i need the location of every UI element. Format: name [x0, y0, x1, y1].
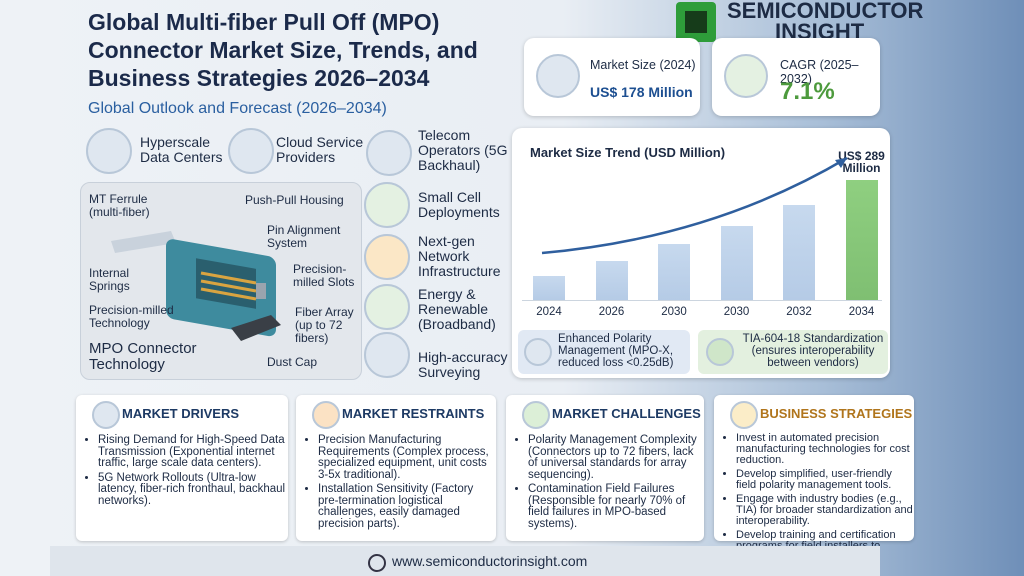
icon — [364, 284, 410, 330]
bullet-list: Polarity Management Complexity (Connecto… — [512, 434, 704, 533]
stat-label: CAGR (2025–2032) — [780, 58, 859, 86]
bullet: 5G Network Rollouts (Ultra-low latency, … — [98, 472, 288, 508]
stat-label: Market Size (2024) — [590, 58, 696, 72]
feature: Enhanced Polarity Management (MPO-X, red… — [518, 330, 690, 374]
stat-card: CAGR (2025–2032) 7.1% — [712, 38, 880, 116]
footer-bar: www.semiconductorinsight.com — [50, 546, 880, 576]
x-tick-label: 2034 — [848, 306, 875, 318]
feature: TIA-604-18 Standardization (ensures inte… — [698, 330, 888, 374]
application: Cloud Service Providers — [276, 134, 364, 165]
bullet: Engage with industry bodies (e.g., TIA) … — [736, 494, 914, 527]
application: Next-gen Network Infrastructure — [418, 233, 501, 279]
section-title: MARKET DRIVERS — [122, 406, 240, 421]
icon — [86, 128, 132, 174]
bullet: Develop simplified, user-friendly field … — [736, 469, 914, 491]
icon — [364, 234, 410, 280]
icon — [366, 130, 412, 176]
feature-text: TIA-604-18 Standardization (ensures inte… — [742, 333, 884, 369]
footer: www.semiconductorinsight.com — [392, 553, 588, 569]
brand: SEMICONDUCTOR — [727, 0, 924, 23]
section: MARKET DRIVERS Rising Demand for High-Spe… — [76, 395, 288, 541]
bar — [658, 243, 690, 300]
application: Energy & Renewable (Broadband) — [418, 286, 496, 332]
application: Hyperscale Data Centers — [140, 134, 223, 165]
bullet-list: Precision Manufacturing Requirements (Co… — [302, 434, 496, 533]
bullet: Polarity Management Complexity (Connecto… — [528, 434, 704, 481]
stat-card: Market Size (2024) US$ 178 Million — [524, 38, 700, 116]
application: Telecom Operators (5G Backhaul) — [418, 127, 508, 173]
bullet: Invest in automated precision manufactur… — [736, 433, 914, 466]
globe-icon — [368, 554, 386, 572]
diagram-label: Push-Pull Housing — [245, 193, 344, 207]
stat-value: 7.1% — [780, 78, 835, 105]
diagram-label: Dust Cap — [267, 355, 318, 369]
chart-title: Market Size Trend (USD Million) — [530, 145, 726, 160]
bullet: Precision Manufacturing Requirements (Co… — [318, 434, 496, 481]
diagram-label: Precision-milled Slots — [293, 262, 355, 289]
baseline — [522, 300, 882, 301]
connector-drawing — [111, 231, 281, 341]
diagram-label: Internal Springs — [89, 266, 130, 293]
section-title: BUSINESS STRATEGIES — [760, 406, 913, 421]
bar — [783, 204, 815, 300]
bar — [533, 275, 565, 300]
x-tick-label: 2030 — [661, 306, 687, 318]
section: BUSINESS STRATEGIES Invest in automated p… — [714, 395, 914, 563]
subtitle: Global Outlook and Forecast (2026–2034) — [88, 100, 387, 117]
bullet: Rising Demand for High-Speed Data Transm… — [98, 434, 288, 470]
application: High-accuracy Surveying — [418, 349, 508, 380]
bullet: Installation Sensitivity (Factory pre-te… — [318, 483, 496, 530]
bullet-list: Rising Demand for High-Speed Data Transm… — [82, 434, 288, 510]
diagram-title: MPO Connector Technology — [89, 340, 197, 373]
chart-panel: Market Size Trend (USD Million) Enhanced… — [512, 128, 890, 378]
section: MARKET CHALLENGES Polarity Management Com… — [506, 395, 704, 541]
bullet: Contamination Field Failures (Responsibl… — [528, 483, 704, 530]
x-tick-label: 2026 — [598, 306, 625, 318]
application: Small Cell Deployments — [418, 189, 500, 220]
brand: INSIGHT — [775, 19, 865, 44]
bar — [595, 261, 628, 300]
bar — [845, 179, 878, 300]
section: MARKET RESTRAINTS Precision Manufacturing… — [296, 395, 496, 541]
x-tick-label: 2032 — [786, 306, 812, 318]
feature-text: Enhanced Polarity Management (MPO-X, red… — [558, 333, 674, 369]
section-title: MARKET CHALLENGES — [552, 406, 701, 421]
diagram-panel: MT Ferrule (multi-fiber) Push-Pull Housi… — [80, 182, 362, 380]
icon — [364, 182, 410, 228]
logo-icon — [676, 2, 716, 42]
diagram-label: Pin Alignment System — [267, 223, 341, 250]
diagram-label: MT Ferrule (multi-fiber) — [89, 192, 150, 219]
icon — [364, 332, 410, 378]
title: Global Multi-fiber Pull Off (MPO) Connec… — [88, 9, 478, 91]
x-tick-label: 2024 — [536, 306, 562, 318]
diagram-label: Precision-milled Technology — [89, 303, 174, 330]
x-tick-label: 2030 — [723, 306, 750, 318]
section-title: MARKET RESTRAINTS — [342, 406, 485, 421]
bar — [720, 226, 753, 300]
diagram-label: Fiber Array (up to 72 fibers) — [295, 305, 354, 345]
stat-value: US$ 178 Million — [590, 84, 693, 100]
value-label: US$ 289 Million — [838, 148, 885, 175]
icon — [228, 128, 274, 174]
